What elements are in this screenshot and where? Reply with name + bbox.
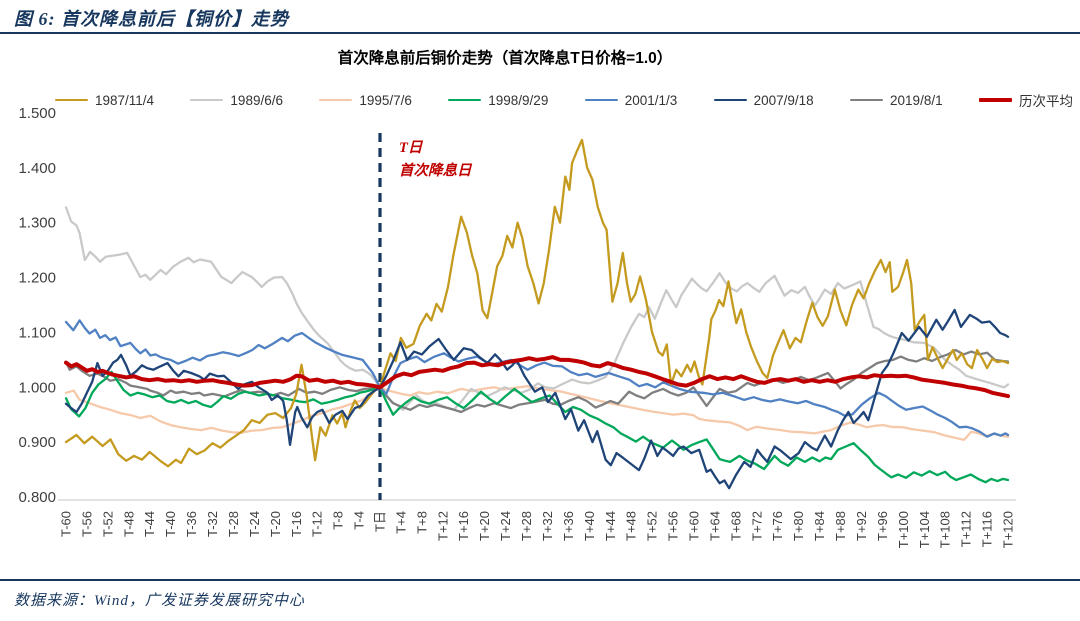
event-annotation: T日 首次降息日	[399, 137, 472, 183]
x-axis-tick-label: T+100	[896, 511, 911, 548]
x-axis-tick-label: T+80	[791, 511, 806, 541]
x-axis-tick-label: T+76	[770, 511, 785, 541]
x-axis-tick-label: T-20	[268, 511, 283, 537]
legend-label: 2019/8/1	[890, 92, 943, 108]
y-axis-tick-label: 1.000	[18, 379, 56, 396]
x-axis-tick-label: T-28	[226, 511, 241, 537]
x-axis-tick-label: T+16	[456, 511, 471, 541]
legend-label: 2001/1/3	[624, 92, 678, 108]
x-axis-tick-label: T-52	[100, 511, 115, 537]
legend-label: 1987/11/4	[95, 92, 155, 108]
x-axis-tick-label: T+108	[938, 511, 953, 548]
legend-swatch	[55, 98, 88, 102]
y-axis-tick-label: 0.900	[18, 434, 56, 451]
legend-item: 2001/1/3	[584, 92, 678, 108]
x-axis-tick-label: T+48	[624, 511, 639, 541]
x-axis-tick-label: T+12	[435, 511, 450, 541]
y-axis-tick-label: 1.300	[18, 215, 56, 232]
price-series-line	[64, 319, 1010, 438]
x-axis-tick-label: T+20	[477, 511, 492, 541]
x-axis-tick-label: T+8	[414, 511, 429, 534]
x-axis-tick-label: T+112	[959, 511, 974, 547]
price-series-line	[64, 385, 1010, 442]
y-axis-tick-label: 1.500	[18, 105, 56, 122]
x-axis-tick-label: T+40	[582, 511, 597, 541]
x-axis-tick-label: T-24	[247, 511, 262, 537]
legend-swatch	[190, 98, 224, 102]
price-series-line	[64, 138, 1010, 468]
header-divider	[0, 32, 1080, 34]
x-axis-tick-label: T-12	[310, 511, 325, 537]
legend-item: 1995/7/6	[319, 93, 412, 108]
x-axis-tick-label: T-60	[59, 511, 74, 537]
x-axis-tick-label: T+116	[980, 511, 995, 547]
x-axis-tick-label: T-36	[184, 511, 199, 537]
x-axis-tick-label: T+96	[875, 511, 890, 541]
event-annotation-line1: T日	[399, 140, 423, 156]
x-axis-tick-label: T+120	[1001, 511, 1016, 548]
legend-item: 1987/11/4	[55, 93, 154, 108]
x-axis-tick-label: T日	[373, 511, 388, 532]
x-axis-tick-label: T+32	[540, 511, 555, 541]
price-series-line	[64, 370, 1010, 484]
x-axis-tick-label: T-56	[79, 511, 94, 537]
legend-item: 1989/6/6	[190, 93, 283, 108]
legend-swatch	[319, 98, 353, 102]
x-axis-tick-label: T+52	[645, 511, 660, 541]
chart-title: 首次降息前后铜价走势（首次降息T日价格=1.0）	[337, 50, 673, 67]
x-axis-tick-label: T-4	[352, 511, 367, 530]
legend-swatch	[850, 98, 884, 102]
x-axis-tick-label: T+68	[728, 511, 743, 541]
y-axis-tick-label: 1.400	[18, 160, 56, 177]
x-axis-tick-label: T+28	[519, 511, 534, 541]
y-axis-tick-label: 1.200	[18, 270, 56, 287]
x-axis-tick-label: T-48	[121, 511, 136, 537]
x-axis-tick-label: T-44	[142, 511, 157, 537]
legend-swatch	[584, 98, 618, 102]
x-axis-tick-label: T+44	[603, 511, 618, 541]
legend-label: 1989/6/6	[230, 92, 283, 108]
figure-title: 图 6: 首次降息前后【铜价】走势	[14, 9, 289, 29]
x-axis-tick-label: T-32	[205, 511, 220, 537]
legend-label: 2007/9/18	[753, 92, 814, 108]
legend-item: 2007/9/18	[713, 92, 814, 108]
x-axis-tick-label: T+92	[854, 511, 869, 541]
footer-divider	[0, 579, 1080, 581]
legend-swatch	[978, 97, 1012, 103]
price-series-line	[64, 206, 1010, 411]
x-axis-tick-label: T+4	[393, 511, 408, 534]
legend-label: 1998/9/29	[488, 92, 549, 108]
price-series-line	[64, 348, 1010, 414]
legend-label: 历次平均	[1018, 94, 1073, 109]
y-axis-tick-label: 0.800	[18, 489, 56, 506]
x-axis-tick-label: T-16	[289, 511, 304, 537]
x-axis-tick-label: T+72	[749, 511, 764, 541]
legend-item: 历次平均	[978, 90, 1073, 110]
x-axis-tick-label: T+60	[687, 511, 702, 541]
x-axis-tick-label: T+56	[666, 511, 681, 541]
event-annotation-line2: 首次降息日	[399, 163, 472, 180]
price-series-line	[64, 308, 1010, 490]
x-axis-tick-label: T+64	[707, 511, 722, 541]
legend-label: 1995/7/6	[359, 92, 412, 108]
x-axis-tick-label: T+88	[833, 511, 848, 541]
y-axis-tick-label: 1.100	[18, 324, 56, 341]
legend-item: 1998/9/29	[448, 93, 548, 108]
x-axis-tick-label: T+24	[498, 511, 513, 541]
x-axis-tick-label: T+36	[561, 511, 576, 541]
legend-swatch	[713, 98, 747, 102]
x-axis-tick-label: T-40	[163, 511, 178, 537]
price-series-line	[64, 355, 1010, 399]
legend-swatch	[448, 98, 482, 102]
x-axis-tick-label: T+84	[812, 511, 827, 541]
chart-legend: 1987/11/4 1989/6/6 1995/7/6 1998/9/29 2001/1…	[55, 90, 1073, 110]
source-note: 数据来源：Wind，广发证券发展研究中心	[14, 593, 305, 609]
x-axis-tick-label: T-8	[331, 511, 346, 530]
x-axis-tick-label: T+104	[917, 511, 932, 548]
legend-item: 2019/8/1	[850, 93, 943, 108]
